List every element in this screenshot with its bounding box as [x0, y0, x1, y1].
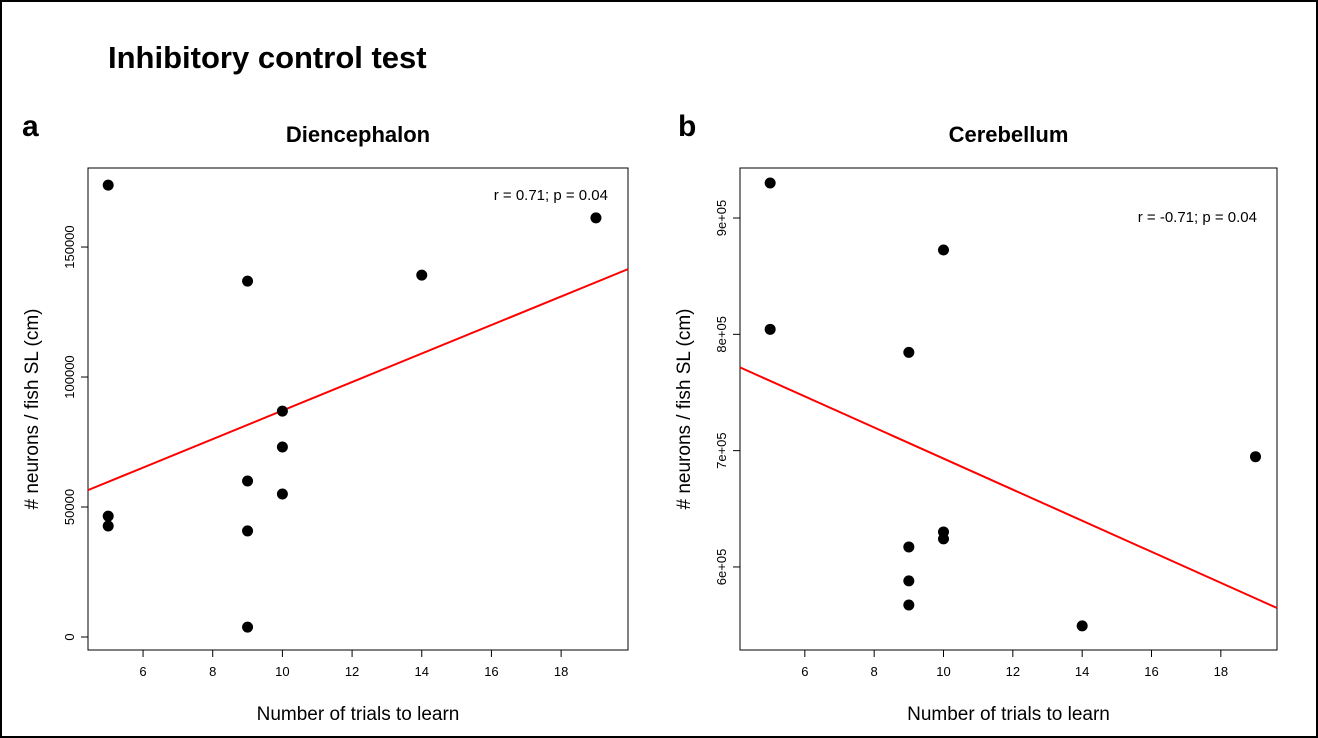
annotation: r = 0.71; p = 0.04	[494, 187, 608, 204]
point	[242, 525, 254, 537]
point	[937, 533, 949, 545]
x-axis-label: Number of trials to learn	[257, 704, 460, 725]
point	[102, 520, 114, 532]
x-tick-label: 8	[871, 664, 878, 679]
y-tick-label: 8e+05	[714, 316, 729, 353]
figure-title: Inhibitory control test	[108, 40, 427, 75]
point	[764, 323, 776, 335]
point	[242, 475, 254, 487]
point	[937, 244, 949, 256]
point	[1250, 451, 1262, 463]
x-tick-label: 12	[345, 664, 359, 679]
x-tick-label: 18	[554, 664, 568, 679]
point	[903, 599, 915, 611]
x-tick-label: 12	[1006, 664, 1020, 679]
panel-label: b	[678, 110, 696, 143]
panel-label: a	[22, 110, 39, 143]
x-tick-label: 8	[209, 664, 216, 679]
point	[102, 179, 114, 191]
x-tick-label: 10	[936, 664, 950, 679]
x-tick-label: 16	[484, 664, 498, 679]
y-axis-label: # neurons / fish SL (cm)	[674, 309, 695, 510]
y-tick-label: 9e+05	[714, 200, 729, 237]
point	[903, 541, 915, 553]
point	[242, 275, 254, 287]
x-tick-label: 6	[801, 664, 808, 679]
point	[102, 510, 114, 522]
plot-box	[87, 167, 629, 651]
x-tick-label: 16	[1144, 664, 1158, 679]
y-axis-label: # neurons / fish SL (cm)	[22, 309, 43, 510]
annotation: r = -0.71; p = 0.04	[1138, 209, 1257, 226]
point	[242, 621, 254, 633]
point	[276, 405, 288, 417]
point	[903, 346, 915, 358]
point	[276, 488, 288, 500]
y-tick-label: 6e+05	[714, 549, 729, 586]
x-tick-label: 18	[1214, 664, 1228, 679]
x-tick-label: 14	[415, 664, 429, 679]
point	[416, 269, 428, 281]
point	[903, 575, 915, 587]
x-tick-label: 6	[139, 664, 146, 679]
y-tick-label: 150000	[62, 225, 77, 268]
point	[276, 441, 288, 453]
trend-line	[739, 366, 1278, 609]
x-tick-label: 10	[275, 664, 289, 679]
y-tick-label: 50000	[62, 489, 77, 525]
plot-box	[739, 167, 1278, 651]
y-tick-label: 100000	[62, 355, 77, 398]
chart-title: Diencephalon	[286, 122, 430, 147]
point	[590, 212, 602, 224]
trend-line	[87, 268, 629, 492]
x-tick-label: 14	[1075, 664, 1089, 679]
point	[764, 177, 776, 189]
chart-title: Cerebellum	[949, 122, 1069, 147]
point	[1076, 620, 1088, 632]
y-tick-label: 0	[62, 633, 77, 640]
y-tick-label: 7e+05	[714, 432, 729, 469]
x-axis-label: Number of trials to learn	[907, 704, 1110, 725]
